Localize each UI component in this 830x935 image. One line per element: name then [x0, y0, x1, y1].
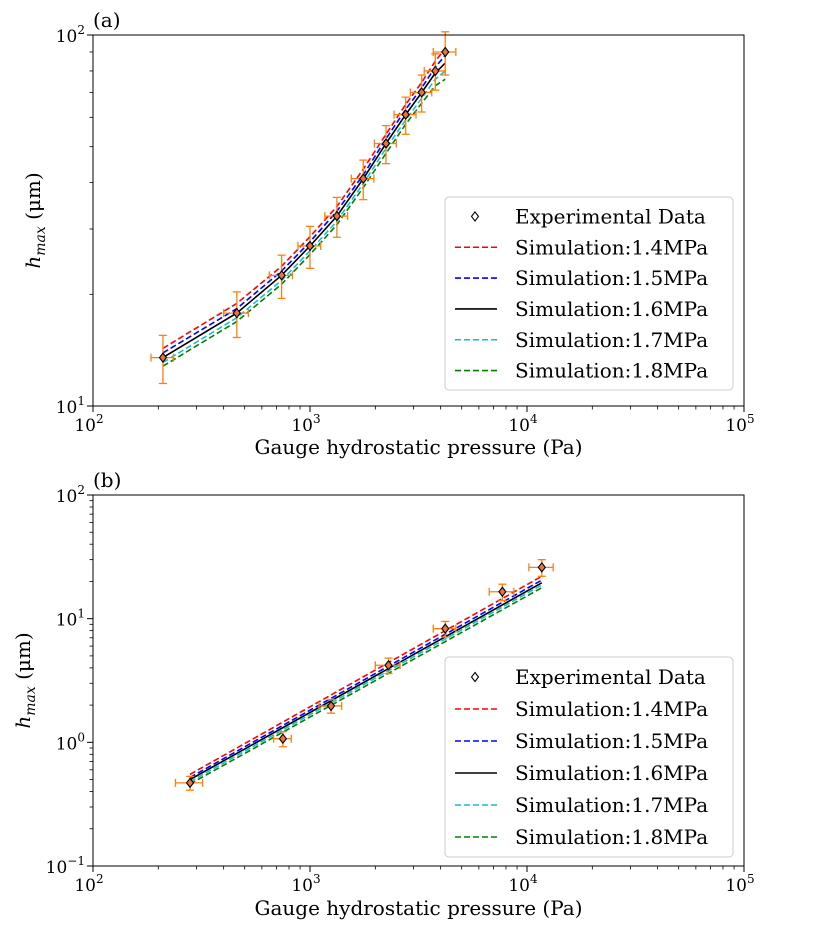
legend-frame: [444, 656, 734, 858]
data-point-marker: [431, 65, 440, 77]
y-tick-label: 101: [56, 607, 85, 631]
y-tick-label: 100: [56, 730, 85, 754]
series-line-simulation-1-5mpa: [162, 55, 446, 354]
y-axis-label: hmax (μm): [11, 632, 39, 728]
x-tick-label: 104: [508, 872, 538, 896]
x-tick-label: 105: [725, 412, 754, 436]
x-axis-label: Gauge hydrostatic pressure (Pa): [254, 435, 582, 459]
data-point-marker: [232, 307, 242, 319]
legend-label: Simulation:1.8MPa: [515, 825, 708, 849]
data-point-marker: [359, 173, 368, 185]
legend-label: Simulation:1.4MPa: [515, 235, 708, 259]
data-point-marker: [278, 733, 288, 745]
x-tick-label: 103: [291, 872, 320, 896]
axes-frame: [92, 34, 745, 407]
series-line-simulation-1-7mpa: [189, 584, 543, 783]
legend-label: Simulation:1.5MPa: [515, 729, 708, 753]
legend-frame: [444, 196, 734, 391]
data-point-marker: [498, 586, 507, 598]
legend: Experimental Data Simulation:1.4MPa Simula…: [444, 196, 734, 391]
data-point-marker: [185, 777, 195, 789]
y-tick-label: 10−1: [46, 854, 85, 878]
data-point-marker: [305, 240, 315, 252]
legend-label: Experimental Data: [515, 665, 706, 689]
series-line-simulation-1-6mpa: [189, 582, 543, 781]
x-tick-label: 102: [74, 872, 103, 896]
y-tick-label: 101: [56, 394, 85, 418]
y-tick-label: 102: [56, 483, 85, 507]
x-axis-label: Gauge hydrostatic pressure (Pa): [254, 896, 582, 920]
x-tick-label: 105: [725, 872, 754, 896]
data-point-marker: [384, 659, 393, 671]
data-point-marker: [441, 46, 450, 58]
legend-marker: [470, 211, 480, 222]
data-point-marker: [381, 138, 391, 149]
series-line-simulation-1-5mpa: [189, 579, 543, 779]
legend-label: Simulation:1.7MPa: [515, 328, 708, 352]
legend-label: Experimental Data: [515, 204, 706, 228]
x-tick-label: 103: [291, 412, 320, 436]
data-point-marker: [401, 109, 410, 121]
legend-label: Simulation:1.5MPa: [515, 266, 708, 290]
legend-label: Simulation:1.8MPa: [515, 359, 708, 383]
legend: Experimental Data Simulation:1.4MPa Simula…: [444, 656, 734, 858]
legend-label: Simulation:1.4MPa: [515, 697, 708, 721]
panel-label: (b): [93, 468, 121, 492]
chart-panel-b: 102 103 104 105 10−1 100 101 102 (b) Gauge hydros…: [11, 468, 755, 920]
axes-frame: [92, 494, 745, 867]
legend-label: Simulation:1.6MPa: [515, 761, 708, 785]
series-line-simulation-1-4mpa: [189, 575, 543, 776]
series-line-simulation-1-4mpa: [162, 47, 446, 350]
y-axis-label: hmax (μm): [21, 172, 49, 268]
legend-label: Simulation:1.6MPa: [515, 297, 708, 321]
data-point-marker: [441, 623, 450, 635]
data-point-marker: [537, 561, 546, 573]
data-point-marker: [326, 700, 336, 712]
x-tick-label: 104: [508, 412, 538, 436]
legend-label: Simulation:1.7MPa: [515, 793, 708, 817]
series-line-simulation-1-8mpa: [189, 587, 543, 785]
error-bar: [528, 559, 554, 577]
legend-marker: [470, 671, 480, 683]
data-point-marker: [158, 352, 168, 364]
panel-label: (a): [93, 8, 121, 32]
data-point-marker: [277, 269, 286, 281]
y-tick-label: 102: [56, 23, 85, 47]
data-point-marker: [332, 210, 342, 222]
data-point-marker: [417, 87, 426, 98]
x-tick-label: 102: [74, 412, 103, 436]
